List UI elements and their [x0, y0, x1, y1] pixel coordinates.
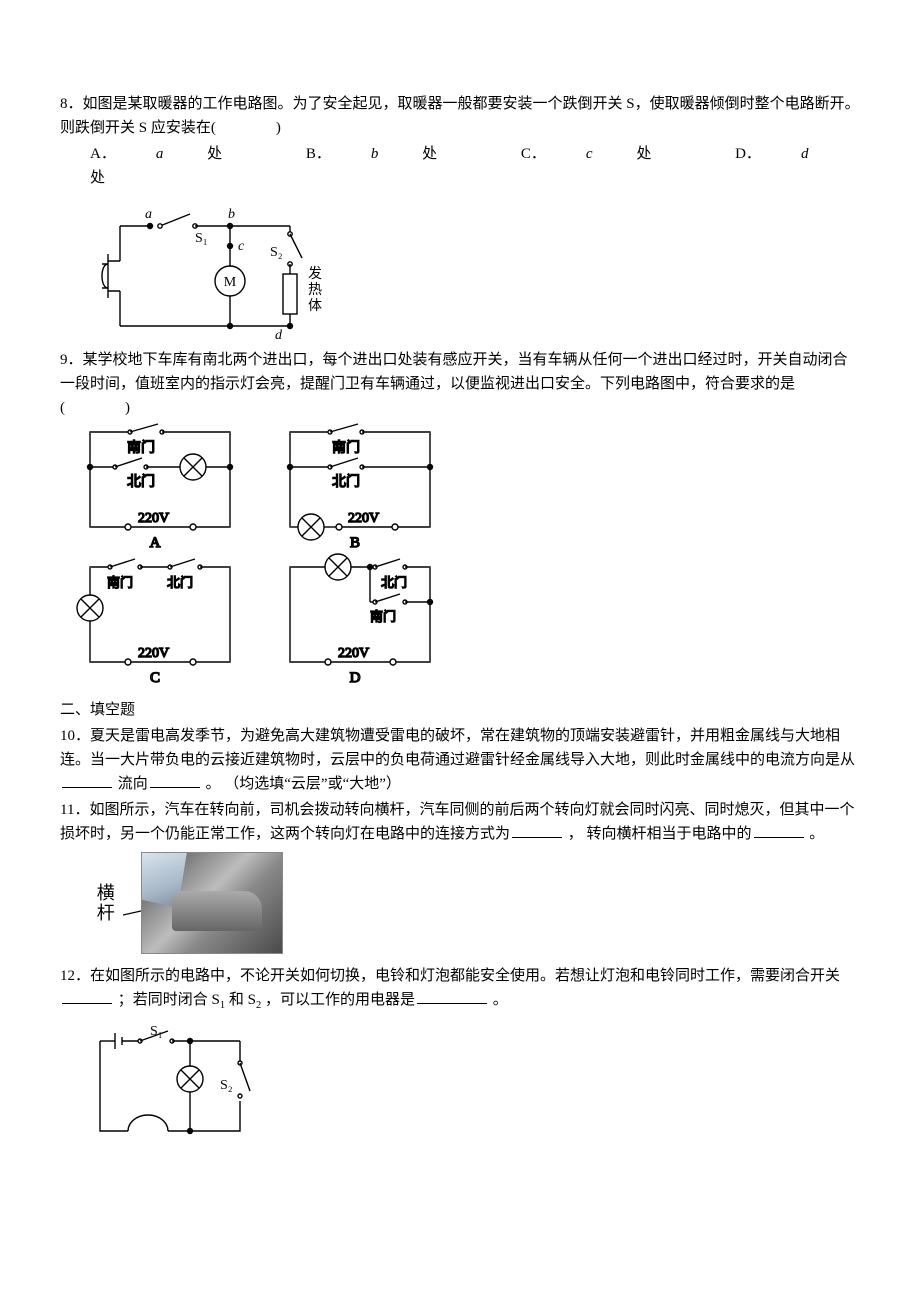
q11-text-2: ， 转向横杆相当于电路中的	[568, 826, 752, 842]
q12-text-5: 。	[493, 992, 508, 1008]
q11-blank-2	[754, 822, 804, 838]
q8-heater-2: 热	[308, 282, 322, 298]
q9d-north: 北门	[381, 575, 407, 590]
q12-label-s1: S₁	[150, 1024, 163, 1039]
q8-label-m: M	[224, 275, 237, 290]
q9d-south: 南门	[370, 609, 396, 624]
q9c-south: 南门	[107, 575, 133, 590]
section-2-heading: 二、填空题	[60, 698, 860, 722]
q8-options: A．a 处 B．b 处 C．c 处 D．d 处	[90, 142, 860, 190]
q10-blank-2	[150, 772, 200, 788]
q9a-v: 220V	[138, 511, 169, 526]
q12-label-s2: S₂	[220, 1078, 233, 1093]
q9a-label: A	[150, 535, 161, 551]
q9c-v: 220V	[138, 646, 169, 661]
q11-car-image	[141, 852, 283, 954]
q10-text-2: 流向	[118, 776, 148, 792]
q8-label-a: a	[145, 207, 152, 222]
q8-label-s2: S₂	[270, 245, 283, 260]
q8-opt-a: A．a 处	[90, 146, 262, 162]
q11-car-label: 横杆	[90, 883, 119, 923]
q8-label-b: b	[228, 207, 235, 222]
q9a-south: 南门	[127, 440, 155, 456]
q11-figure: 横杆	[90, 852, 860, 954]
q8-circuit: a b c d S₁ S₂ M 发 热 体	[90, 196, 860, 346]
q8-heater-1: 发	[308, 266, 322, 282]
q8-text: 8．如图是某取暖器的工作电路图。为了安全起见，取暖器一般都要安装一个跌倒开关 S…	[60, 92, 860, 140]
q12-blank-1	[62, 988, 112, 1004]
q12-text-3: 和 S	[229, 992, 256, 1008]
q9-circuits: 南门 北门 220V A 南门 北门 220V B	[70, 422, 860, 692]
q8-label-s1: S₁	[195, 231, 208, 246]
q10-blank-1	[62, 772, 112, 788]
q12-circuit: S₁ S₂	[80, 1021, 860, 1151]
q9c-north: 北门	[167, 575, 193, 590]
q12-blank-2	[417, 988, 487, 1004]
q12: 12．在如图所示的电路中，不论开关如何切换，电铃和灯泡都能安全使用。若想让灯泡和…	[60, 964, 860, 1015]
q8-opt-c: C．c 处	[521, 146, 691, 162]
q10-text-3: 。 （均选填“云层”或“大地”）	[206, 776, 401, 792]
q8-opt-b: B．b 处	[306, 146, 477, 162]
q9b-label: B	[350, 535, 360, 551]
q10: 10．夏天是雷电高发季节，为避免高大建筑物遭受雷电的破坏，常在建筑物的顶端安装避…	[60, 724, 860, 796]
q9d-v: 220V	[338, 646, 369, 661]
q10-text-1: 10．夏天是雷电高发季节，为避免高大建筑物遭受雷电的破坏，常在建筑物的顶端安装避…	[60, 728, 855, 768]
q12-sub-2: 2	[256, 1000, 261, 1011]
q9d-label: D	[350, 670, 361, 686]
q9-text: 9．某学校地下车库有南北两个进出口，每个进出口处装有感应开关，当有车辆从任何一个…	[60, 348, 860, 420]
q9b-south: 南门	[332, 440, 360, 456]
q8-heater-3: 体	[308, 298, 322, 314]
q12-text-4: ，可以工作的用电器是	[265, 992, 415, 1008]
q12-sub-1: 1	[220, 1000, 225, 1011]
q9b-v: 220V	[348, 511, 379, 526]
q11-blank-1	[512, 822, 562, 838]
q9c-label: C	[150, 670, 160, 686]
q11: 11．如图所示，汽车在转向前，司机会拨动转向横杆，汽车同侧的前后两个转向灯就会同…	[60, 798, 860, 846]
q8-label-c: c	[238, 239, 245, 254]
q11-text-3: 。	[809, 826, 824, 842]
q9b-north: 北门	[332, 474, 360, 490]
q8-label-d: d	[275, 328, 283, 343]
q9a-north: 北门	[127, 474, 155, 490]
q12-text-1: 12．在如图所示的电路中，不论开关如何切换，电铃和灯泡都能安全使用。若想让灯泡和…	[60, 968, 840, 984]
q11-pointer-line	[123, 853, 141, 953]
q12-text-2: ；若同时闭合 S	[118, 992, 220, 1008]
